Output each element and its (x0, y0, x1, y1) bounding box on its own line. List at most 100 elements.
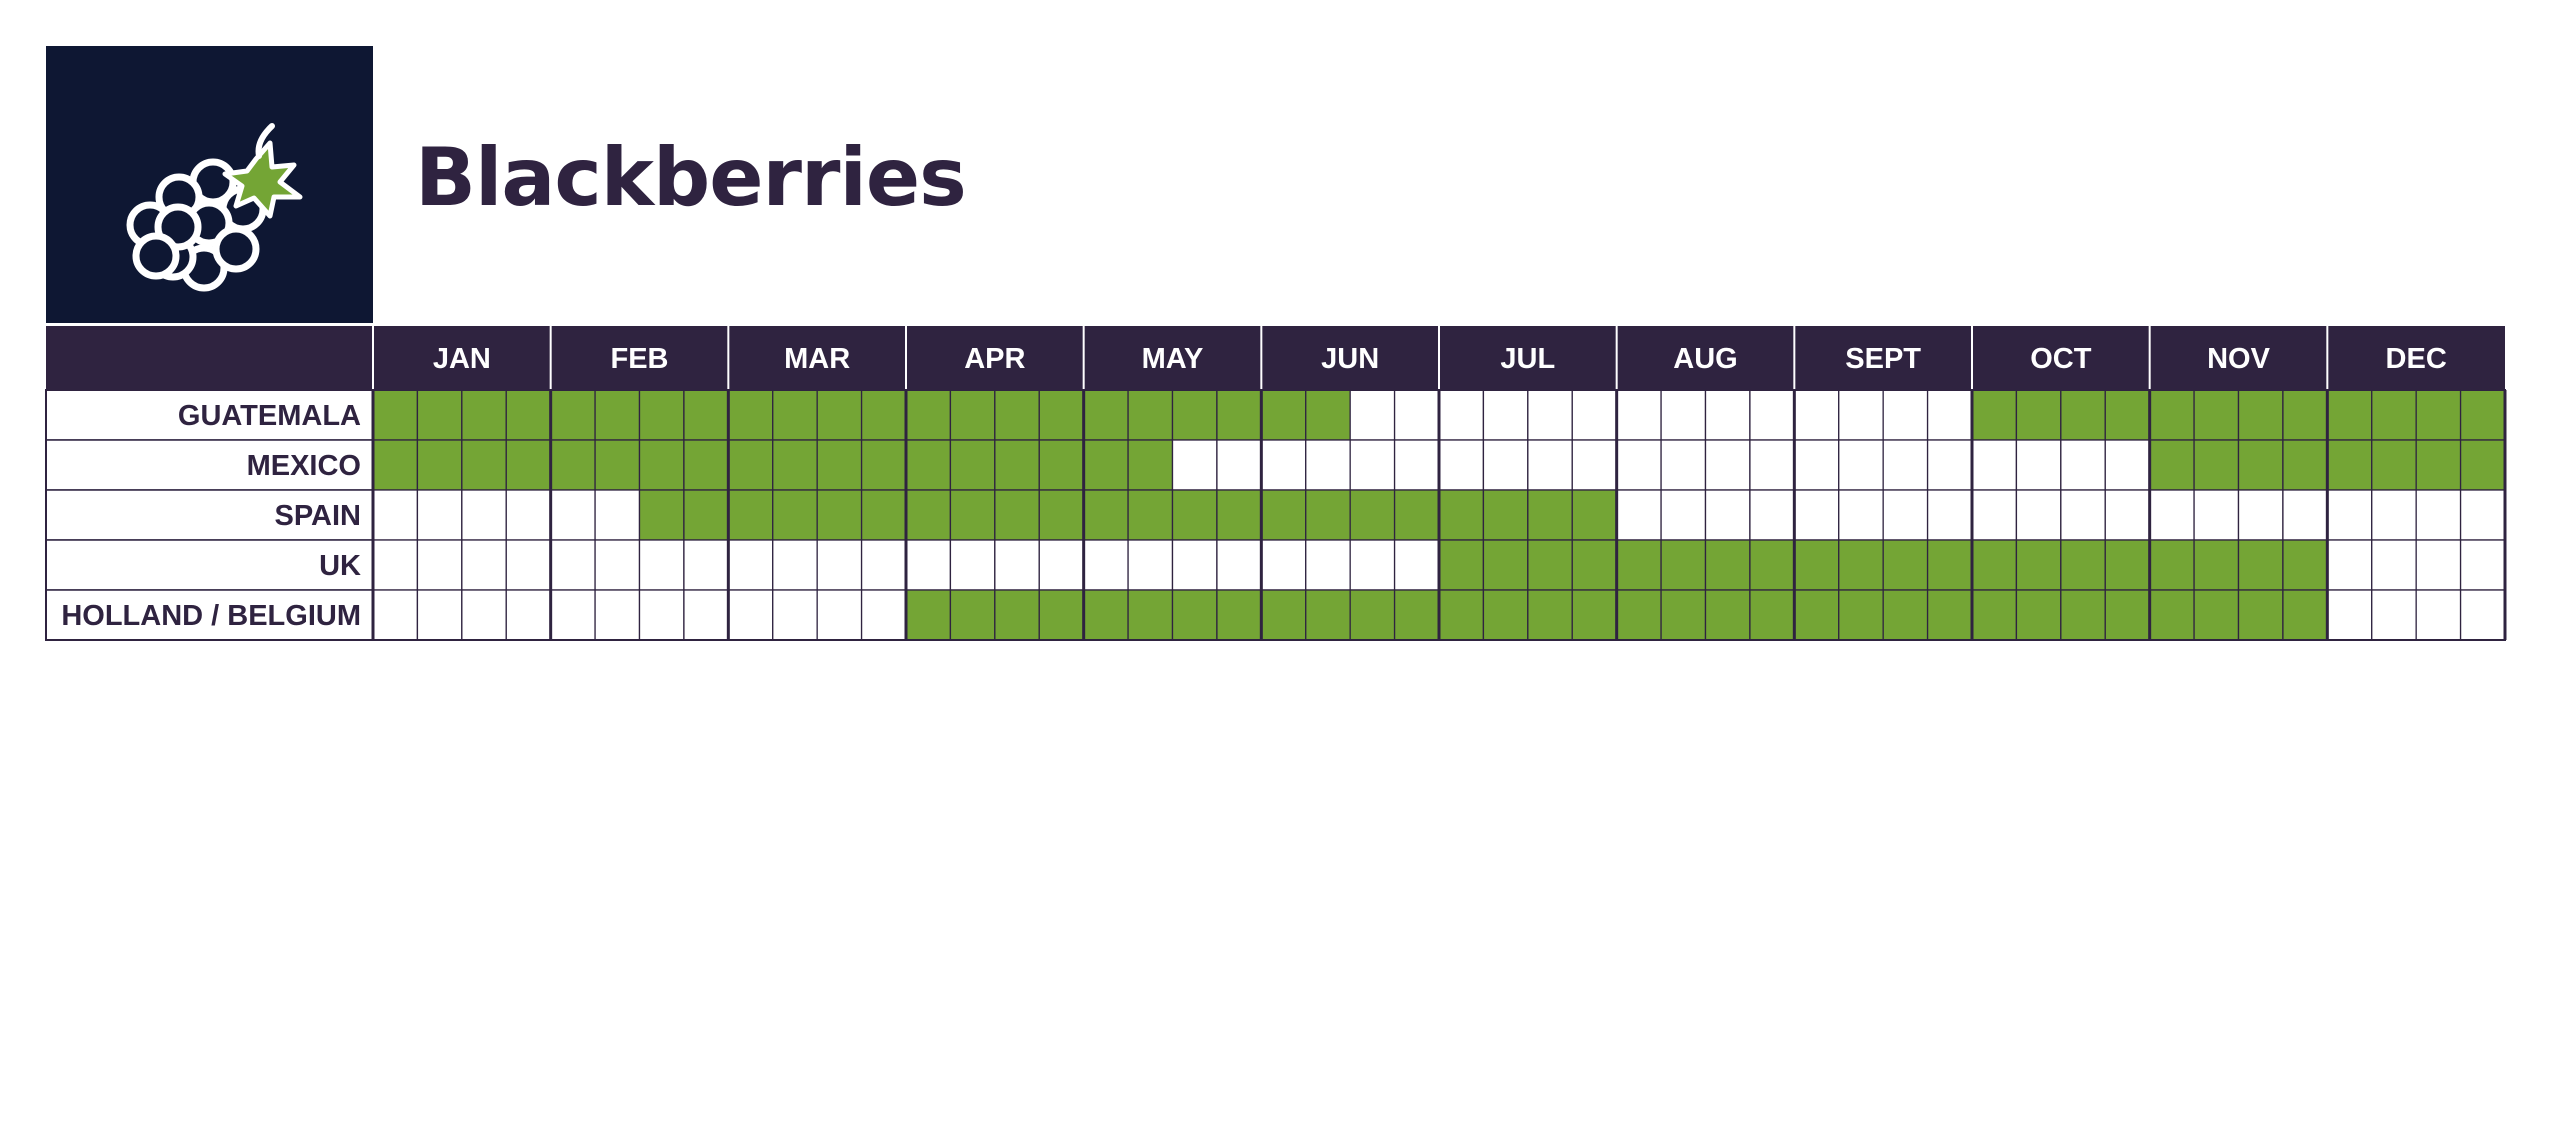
week-cell-off-season (638, 539, 685, 591)
week-cell-in-season (550, 439, 596, 491)
week-cell-in-season (1438, 589, 1485, 641)
seasonality-chart: JAN FEB MAR APR MAY JUN JUL AUG SEPT OCT NOV DEC GUA… (45, 326, 2507, 641)
week-cell-off-season (416, 539, 463, 591)
week-cell-in-season (949, 439, 996, 491)
week-cell-in-season (416, 389, 463, 441)
week-cell-in-season (1616, 539, 1662, 591)
week-cell-in-season (594, 389, 641, 441)
week-cell-off-season (1527, 389, 1573, 441)
row-label: UK (319, 550, 361, 582)
week-cell-off-season (1704, 389, 1751, 441)
week-cell-off-season (2371, 539, 2417, 591)
week-cell-in-season (2237, 389, 2284, 441)
row-label-cell (45, 389, 374, 441)
week-cell-in-season (1393, 589, 1440, 641)
week-cell-off-season (1749, 439, 1795, 491)
week-cell-in-season (505, 439, 552, 491)
week-cell-in-season (2149, 389, 2195, 441)
week-cell-in-season (2371, 439, 2417, 491)
week-cell-off-season (1971, 489, 2018, 541)
week-cell-off-season (1216, 439, 1262, 491)
week-cell-off-season (461, 489, 507, 541)
week-cell-in-season (1305, 389, 1351, 441)
week-cell-in-season (1527, 539, 1573, 591)
week-cell-in-season (2237, 589, 2284, 641)
week-cell-off-season (1571, 389, 1618, 441)
week-cell-in-season (772, 439, 818, 491)
week-cell-in-season (949, 389, 996, 441)
week-cell-in-season (1305, 489, 1351, 541)
week-cell-in-season (1482, 539, 1529, 591)
logo-box (46, 46, 373, 323)
month-label: SEPT (1845, 343, 1921, 375)
week-cell-in-season (2282, 389, 2328, 441)
month-label: DEC (2386, 343, 2447, 375)
week-cell-in-season (1083, 389, 1129, 441)
week-cell-off-season (372, 589, 419, 641)
week-cell-in-season (727, 389, 774, 441)
week-cell-in-season (372, 389, 419, 441)
week-cell-off-season (1704, 439, 1751, 491)
week-cell-off-season (1616, 439, 1662, 491)
week-cell-in-season (1216, 589, 1262, 641)
week-cell-in-season (505, 389, 552, 441)
week-cell-off-season (1305, 539, 1351, 591)
page-title: Blackberries (415, 131, 967, 224)
week-cell-off-season (1260, 539, 1307, 591)
week-cell-in-season (1038, 439, 1085, 491)
week-cell-off-season (2459, 489, 2506, 541)
week-cell-in-season (1704, 539, 1751, 591)
week-cell-off-season (1838, 389, 1884, 441)
week-cell-in-season (2415, 439, 2462, 491)
week-cell-in-season (1127, 589, 1174, 641)
week-cell-off-season (550, 489, 596, 541)
week-cell-off-season (1171, 439, 1218, 491)
week-cell-off-season (1793, 439, 1840, 491)
week-cell-off-season (1083, 539, 1129, 591)
week-cell-in-season (1482, 489, 1529, 541)
week-cell-in-season (905, 439, 952, 491)
week-cell-in-season (816, 439, 863, 491)
week-cell-in-season (638, 489, 685, 541)
week-cell-in-season (2149, 439, 2195, 491)
week-cell-in-season (1926, 589, 1973, 641)
week-cell-in-season (905, 389, 952, 441)
week-cell-off-season (905, 539, 952, 591)
week-cell-in-season (1171, 489, 1218, 541)
week-cell-in-season (1749, 539, 1795, 591)
week-cell-in-season (2015, 589, 2062, 641)
week-cell-in-season (1838, 539, 1884, 591)
week-cell-in-season (1038, 589, 1085, 641)
week-cell-in-season (1216, 389, 1262, 441)
week-cell-in-season (1971, 589, 2018, 641)
week-cell-in-season (2015, 389, 2062, 441)
week-cell-off-season (860, 539, 907, 591)
week-cell-in-season (1527, 489, 1573, 541)
row-label-cell (45, 589, 374, 641)
week-cell-in-season (2104, 539, 2151, 591)
month-label: APR (964, 343, 1025, 375)
week-cell-off-season (2282, 489, 2328, 541)
week-cell-off-season (2060, 439, 2106, 491)
week-cell-off-season (1660, 489, 1707, 541)
week-cell-in-season (461, 389, 507, 441)
week-cell-off-season (1393, 439, 1440, 491)
week-cell-in-season (2237, 439, 2284, 491)
row-label: HOLLAND / BELGIUM (61, 600, 361, 632)
week-cell-in-season (1616, 589, 1662, 641)
week-cell-off-season (638, 589, 685, 641)
week-cell-off-season (2060, 489, 2106, 541)
week-cell-in-season (1038, 489, 1085, 541)
week-cell-in-season (1083, 589, 1129, 641)
week-cell-in-season (949, 589, 996, 641)
week-cell-in-season (772, 389, 818, 441)
week-cell-off-season (2015, 489, 2062, 541)
row-label: MEXICO (247, 450, 361, 482)
week-cell-in-season (2060, 539, 2106, 591)
week-cell-off-season (1127, 539, 1174, 591)
week-cell-off-season (816, 539, 863, 591)
week-cell-in-season (372, 439, 419, 491)
month-label: FEB (611, 343, 669, 375)
week-cell-off-season (1882, 439, 1929, 491)
week-cell-off-season (1971, 439, 2018, 491)
